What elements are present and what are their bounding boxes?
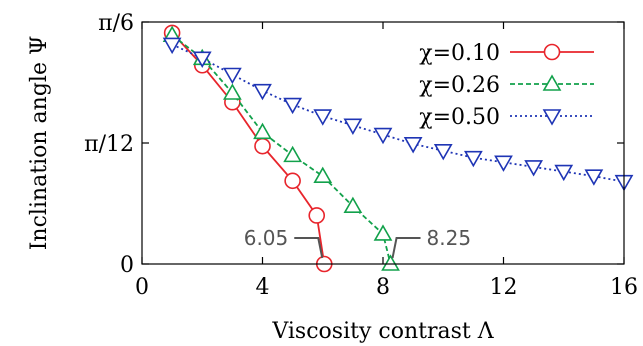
data-point (308, 207, 326, 224)
legend-item-3: χ=0.50 (419, 105, 594, 130)
data-point (162, 37, 182, 55)
data-point (373, 224, 393, 241)
annotation-label: 8.25 (427, 226, 472, 250)
annotation-8.25: 8.25 (391, 226, 472, 259)
data-point (192, 51, 212, 68)
legend-label: χ=0.50 (419, 105, 500, 130)
x-tick-label: 0 (135, 275, 149, 300)
data-point (403, 137, 423, 154)
data-point (463, 150, 483, 168)
annotation-leader (294, 237, 324, 259)
legend-marker (542, 109, 562, 126)
data-point (343, 196, 363, 214)
data-point (494, 155, 513, 172)
data-point (222, 83, 242, 100)
annotation-label: 6.05 (244, 226, 289, 250)
x-tick-label: 12 (490, 275, 518, 300)
y-axis-label: Inclination angle Ψ (27, 36, 52, 251)
x-axis-label: Viscosity contrast Λ (271, 319, 494, 344)
y-tick-label: π/6 (98, 11, 134, 36)
x-tick-label: 16 (610, 275, 638, 300)
data-point (254, 137, 271, 155)
data-point (343, 118, 363, 135)
data-point (283, 145, 303, 163)
annotation-leader (391, 237, 421, 259)
data-point (433, 143, 453, 161)
annotation-layer: 6.05 8.25 (244, 226, 472, 259)
y-tick-label: 0 (120, 253, 134, 278)
data-point (253, 122, 272, 140)
legend-marker (542, 74, 562, 91)
data-point (381, 254, 400, 271)
series-layer (162, 24, 634, 273)
data-point (373, 127, 393, 145)
legend-marker (543, 43, 561, 61)
legend: χ=0.10 χ=0.26 χ=0.50 (419, 41, 594, 130)
data-point (284, 172, 301, 190)
data-point (283, 97, 303, 115)
axes: 0 4 8 12 16 0 π/12 π/6 (84, 11, 638, 300)
data-point (313, 166, 333, 183)
data-point (313, 109, 333, 126)
series-3 (162, 37, 634, 192)
data-point (584, 169, 604, 186)
data-point (524, 160, 544, 177)
annotation-6.05: 6.05 (244, 226, 324, 259)
data-point (253, 83, 272, 101)
legend-label: χ=0.26 (419, 73, 500, 98)
data-point (554, 164, 574, 182)
series-line (171, 43, 625, 183)
data-point (222, 67, 242, 85)
legend-label: χ=0.10 (419, 41, 500, 66)
y-tick-label: π/12 (84, 132, 134, 157)
legend-item-2: χ=0.26 (419, 73, 594, 98)
x-tick-label: 8 (376, 275, 390, 300)
legend-item-1: χ=0.10 (419, 41, 594, 66)
x-tick-label: 4 (256, 275, 270, 300)
